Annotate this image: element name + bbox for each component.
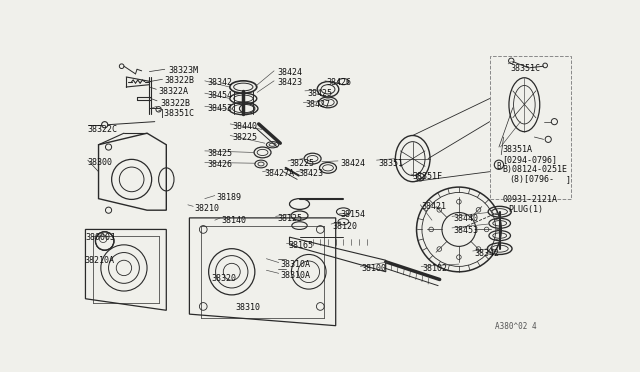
Text: 38210A: 38210A: [84, 256, 115, 265]
Text: 38120: 38120: [333, 222, 358, 231]
Text: (8)[0796-: (8)[0796-: [509, 175, 555, 184]
Bar: [490, 56, 570, 199]
Text: 38000J: 38000J: [86, 233, 115, 242]
Text: 38310A: 38310A: [280, 271, 310, 280]
Text: 38426: 38426: [207, 160, 232, 169]
Text: 38424: 38424: [340, 158, 365, 168]
Text: 38351F: 38351F: [413, 172, 443, 181]
Text: 38125: 38125: [277, 214, 302, 223]
Text: 38154: 38154: [340, 210, 365, 219]
Text: 38423: 38423: [298, 169, 323, 179]
Text: 38453: 38453: [207, 104, 232, 113]
Text: 38440: 38440: [454, 214, 479, 223]
Text: B)08124-0251E: B)08124-0251E: [502, 165, 567, 174]
Text: 38453: 38453: [454, 225, 479, 235]
Text: 38225: 38225: [232, 133, 257, 142]
Text: 00931-2121A: 00931-2121A: [502, 195, 557, 204]
Text: 38454: 38454: [207, 91, 232, 100]
Text: 38440: 38440: [232, 122, 257, 131]
Text: 38310: 38310: [236, 303, 260, 312]
Text: 38342: 38342: [207, 78, 232, 87]
Text: |38351C: |38351C: [160, 109, 195, 118]
Text: 38342: 38342: [474, 249, 499, 258]
Text: 38189: 38189: [216, 193, 241, 202]
Text: 38100: 38100: [361, 264, 386, 273]
Text: 38426: 38426: [326, 78, 351, 87]
Text: 38427: 38427: [305, 100, 330, 109]
Text: 38300: 38300: [88, 158, 113, 167]
Text: [0294-0796]: [0294-0796]: [502, 155, 557, 164]
Text: A380^02 4: A380^02 4: [495, 322, 537, 331]
Text: ]: ]: [565, 175, 570, 184]
Text: 38351A: 38351A: [502, 145, 532, 154]
Text: 38322C: 38322C: [88, 125, 118, 134]
Text: 38351: 38351: [378, 158, 403, 168]
Text: 38225: 38225: [289, 158, 314, 168]
Text: 38425: 38425: [307, 89, 332, 97]
Text: 38320: 38320: [211, 274, 236, 283]
Text: 38427A: 38427A: [264, 169, 294, 179]
Text: 38210: 38210: [195, 204, 220, 213]
Text: 38310A: 38310A: [280, 260, 310, 269]
Text: 38421: 38421: [421, 202, 446, 212]
Circle shape: [95, 232, 114, 250]
Text: 38322A: 38322A: [159, 87, 189, 96]
Text: 38140: 38140: [221, 216, 247, 225]
Text: 38322B: 38322B: [160, 99, 190, 108]
Text: 38425: 38425: [207, 148, 232, 158]
Text: 38424: 38424: [277, 68, 302, 77]
Text: B: B: [497, 163, 501, 171]
Text: 38351C: 38351C: [511, 64, 541, 73]
Text: 38423: 38423: [277, 78, 302, 87]
Text: 38323M: 38323M: [168, 66, 198, 75]
Text: 38165: 38165: [288, 241, 313, 250]
Text: 38102: 38102: [422, 264, 448, 273]
Text: PLUG(1): PLUG(1): [508, 205, 543, 214]
Text: 38322B: 38322B: [164, 76, 194, 85]
